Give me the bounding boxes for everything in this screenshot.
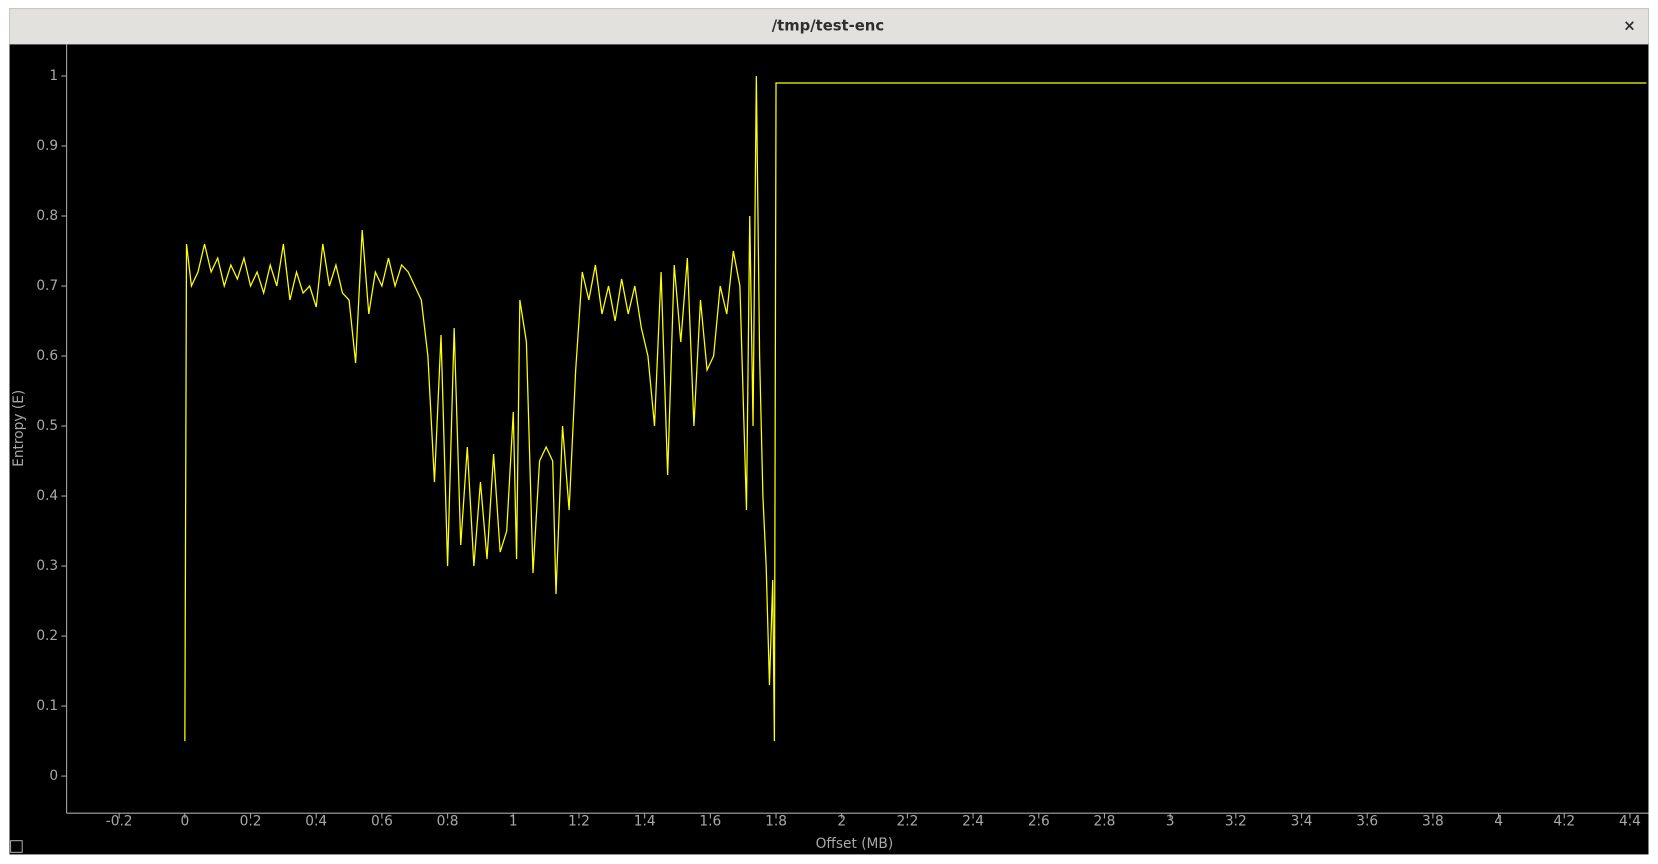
x-tick-label: 2.6 (1028, 814, 1050, 830)
x-tick-label: 1.2 (568, 814, 590, 830)
x-tick-label: 0.4 (305, 814, 327, 830)
x-tick-label: 2 (837, 814, 846, 830)
x-axis-label: Offset (MB) (816, 836, 894, 852)
y-tick-label: 0.6 (36, 348, 58, 364)
x-tick-label: 2.8 (1094, 814, 1116, 830)
x-tick-label: 3.4 (1291, 814, 1313, 830)
x-tick-label: 4 (1494, 814, 1503, 830)
x-tick-label: 2.4 (962, 814, 984, 830)
y-tick-label: 0.7 (36, 278, 58, 294)
x-tick-label: 0.6 (371, 814, 393, 830)
y-tick-label: 0.4 (36, 488, 58, 504)
x-tick-label: 0.8 (437, 814, 459, 830)
entropy-line (184, 75, 1647, 742)
x-tick-label: 0 (180, 814, 189, 830)
autoscale-icon[interactable] (10, 840, 23, 853)
x-tick-label: 3.2 (1225, 814, 1247, 830)
close-button[interactable]: × (1623, 17, 1635, 34)
y-tick-label: 0 (49, 768, 58, 784)
x-tick-label: 1.4 (634, 814, 656, 830)
x-tick-label: 1.8 (765, 814, 787, 830)
x-tick-label: 1.6 (699, 814, 721, 830)
y-tick-label: 0.5 (36, 418, 58, 434)
y-tick-label: 0.8 (36, 208, 58, 224)
y-axis-label: Entropy (E) (11, 390, 27, 467)
plot-background (9, 44, 1649, 855)
y-tick-label: 0.2 (36, 628, 58, 644)
y-tick-label: 0.1 (36, 698, 58, 714)
window-title: /tmp/test-enc (772, 17, 884, 34)
y-tick-label: 1 (49, 68, 58, 84)
x-tick-label: 3.6 (1356, 814, 1378, 830)
x-tick-label: 3 (1166, 814, 1175, 830)
x-tick-label: 0.2 (240, 814, 262, 830)
x-tick-label: 2.2 (896, 814, 918, 830)
x-tick-label: 4.4 (1619, 814, 1641, 830)
y-tick-label: 0.9 (36, 138, 58, 154)
title-bar (8, 7, 1650, 45)
x-tick-label: 4.2 (1553, 814, 1575, 830)
x-tick-label: 1 (509, 814, 518, 830)
x-tick-label: 3.8 (1422, 814, 1444, 830)
y-tick-label: 0.3 (36, 558, 58, 574)
x-tick-label: -0.2 (106, 814, 133, 830)
